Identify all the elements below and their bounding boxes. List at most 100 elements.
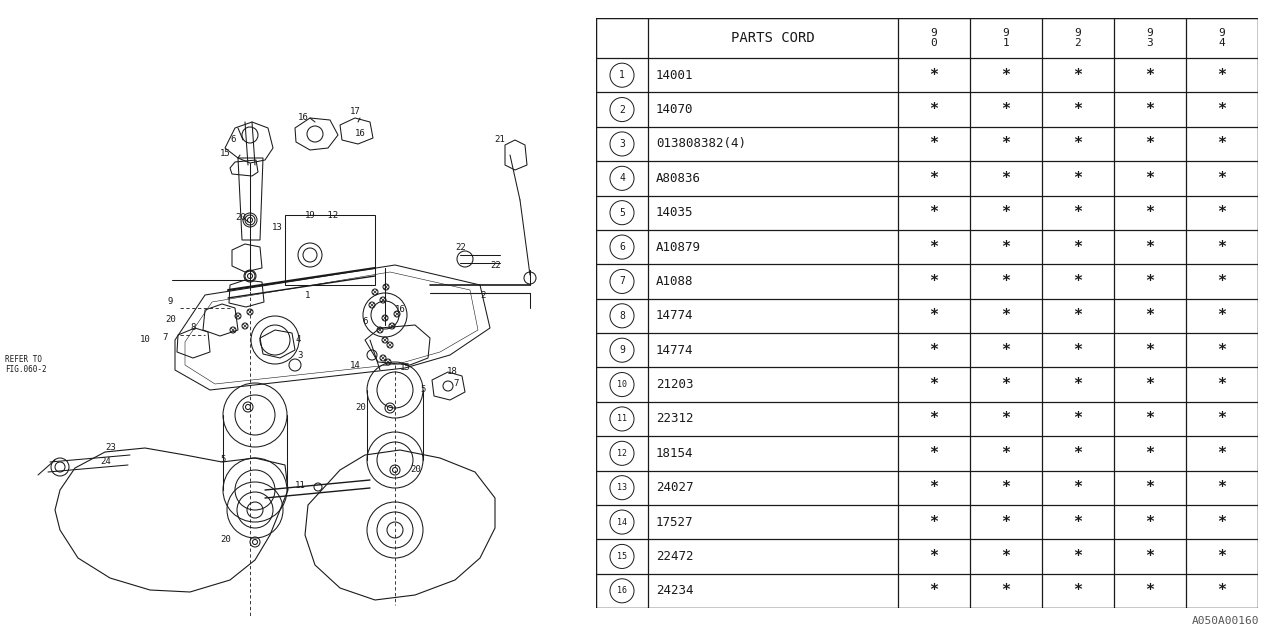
Text: *: *	[1001, 136, 1011, 152]
Text: *: *	[1217, 171, 1226, 186]
Text: 18: 18	[447, 367, 458, 376]
Text: *: *	[929, 102, 938, 117]
Text: 9
0: 9 0	[931, 28, 937, 48]
Text: 9: 9	[166, 298, 173, 307]
Text: *: *	[1074, 446, 1083, 461]
Text: PARTS CORD: PARTS CORD	[731, 31, 815, 45]
Text: 9
2: 9 2	[1075, 28, 1082, 48]
Text: *: *	[929, 239, 938, 255]
Text: 3: 3	[297, 351, 302, 360]
Text: 6: 6	[362, 317, 367, 326]
Text: *: *	[1001, 549, 1011, 564]
Text: 10: 10	[140, 335, 151, 344]
Text: 16: 16	[617, 586, 627, 595]
Text: 013808382(4): 013808382(4)	[657, 138, 746, 150]
Text: 24027: 24027	[657, 481, 694, 494]
Text: 15: 15	[399, 364, 411, 372]
Text: *: *	[1217, 102, 1226, 117]
Text: *: *	[1074, 412, 1083, 426]
Text: *: *	[1146, 342, 1155, 358]
Text: *: *	[1146, 274, 1155, 289]
Text: *: *	[1074, 68, 1083, 83]
Text: 17527: 17527	[657, 516, 694, 529]
Text: *: *	[1217, 239, 1226, 255]
Text: *: *	[1146, 549, 1155, 564]
Text: *: *	[1146, 171, 1155, 186]
Text: A80836: A80836	[657, 172, 701, 185]
Text: *: *	[1074, 377, 1083, 392]
Text: 20: 20	[355, 403, 366, 413]
Text: 9
3: 9 3	[1147, 28, 1153, 48]
Text: 7: 7	[163, 333, 168, 342]
Text: 8: 8	[189, 323, 196, 333]
Text: 21203: 21203	[657, 378, 694, 391]
Text: *: *	[1074, 136, 1083, 152]
Text: 24234: 24234	[657, 584, 694, 597]
Text: 16: 16	[396, 305, 406, 314]
Text: 14: 14	[349, 360, 361, 369]
Text: 5: 5	[220, 456, 225, 465]
Bar	[285, 215, 375, 285]
Text: 15: 15	[220, 150, 230, 159]
Text: *: *	[929, 274, 938, 289]
Text: 20: 20	[410, 465, 421, 474]
Text: 10: 10	[617, 380, 627, 389]
Text: *: *	[1074, 308, 1083, 323]
Text: 6: 6	[620, 242, 625, 252]
Text: 24: 24	[100, 458, 111, 467]
Text: *: *	[1217, 412, 1226, 426]
Text: *: *	[1146, 68, 1155, 83]
Text: 3: 3	[620, 139, 625, 149]
Text: 11: 11	[617, 415, 627, 424]
Text: 16: 16	[355, 129, 366, 138]
Text: 13: 13	[617, 483, 627, 492]
Text: 22: 22	[454, 243, 466, 253]
Text: 6: 6	[230, 136, 236, 145]
Text: 12: 12	[617, 449, 627, 458]
Text: FIG.060-2: FIG.060-2	[5, 365, 46, 374]
Text: 20: 20	[220, 536, 230, 545]
Text: *: *	[1001, 308, 1011, 323]
Text: 23: 23	[105, 444, 115, 452]
Text: *: *	[929, 412, 938, 426]
Text: 5: 5	[620, 208, 625, 218]
Text: 22472: 22472	[657, 550, 694, 563]
Text: 14001: 14001	[657, 68, 694, 82]
Text: *: *	[1001, 239, 1011, 255]
Text: *: *	[1146, 377, 1155, 392]
Text: *: *	[929, 342, 938, 358]
Text: *: *	[1146, 136, 1155, 152]
Text: 20: 20	[165, 316, 175, 324]
Text: *: *	[1146, 102, 1155, 117]
Text: *: *	[1001, 377, 1011, 392]
Text: 17: 17	[349, 108, 361, 116]
Text: *: *	[1001, 412, 1011, 426]
Text: *: *	[929, 515, 938, 529]
Text: *: *	[1217, 274, 1226, 289]
Text: A1088: A1088	[657, 275, 694, 288]
Text: *: *	[1217, 515, 1226, 529]
Text: *: *	[1074, 274, 1083, 289]
Text: *: *	[1146, 446, 1155, 461]
Text: *: *	[1074, 583, 1083, 598]
Text: 9
4: 9 4	[1219, 28, 1225, 48]
Text: 2: 2	[480, 291, 485, 300]
Text: *: *	[1146, 515, 1155, 529]
Text: *: *	[929, 205, 938, 220]
Text: *: *	[929, 308, 938, 323]
Text: 4: 4	[294, 335, 301, 344]
Text: *: *	[1217, 342, 1226, 358]
Text: *: *	[929, 68, 938, 83]
Text: *: *	[1146, 412, 1155, 426]
Text: *: *	[1074, 480, 1083, 495]
Text: *: *	[929, 446, 938, 461]
Text: 5: 5	[420, 385, 425, 394]
Text: *: *	[929, 583, 938, 598]
Text: 13: 13	[273, 223, 283, 232]
Text: 16: 16	[298, 113, 308, 122]
Text: *: *	[1217, 377, 1226, 392]
Text: *: *	[929, 136, 938, 152]
Text: *: *	[929, 377, 938, 392]
Text: *: *	[1001, 515, 1011, 529]
Text: *: *	[929, 549, 938, 564]
